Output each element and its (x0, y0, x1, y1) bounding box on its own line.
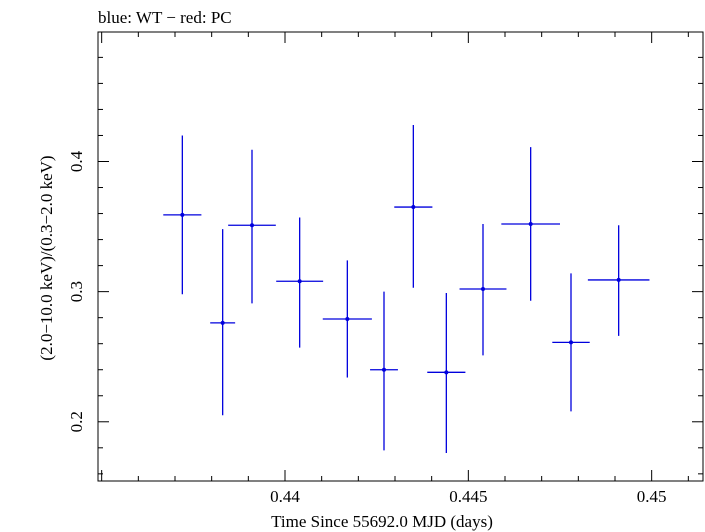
data-marker (250, 223, 254, 228)
plot-frame (97, 31, 704, 482)
data-point (276, 217, 324, 348)
data-marker (481, 287, 485, 292)
data-point (210, 229, 236, 416)
x-tick-label: 0.44 (270, 487, 300, 506)
x-tick-label: 0.45 (637, 487, 667, 506)
data-point (459, 223, 507, 356)
x-axis-label: Time Since 55692.0 MJD (days) (271, 512, 493, 531)
data-marker (345, 316, 350, 321)
chart-title: blue: WT − red: PC (98, 8, 232, 27)
data-point (394, 125, 433, 288)
axes: 0.44 0.445 0.45 0.2 0.3 0.4 (67, 31, 704, 506)
data-marker (180, 212, 185, 217)
y-tick-label: 0.2 (67, 411, 86, 432)
data-point (427, 292, 466, 454)
data-point (370, 291, 398, 451)
data-marker (569, 340, 573, 345)
data-marker (382, 367, 386, 372)
data-point (228, 149, 276, 304)
data-point (163, 135, 202, 295)
data-points (163, 125, 650, 454)
y-tick-label: 0.4 (67, 150, 86, 172)
data-point (501, 147, 560, 301)
y-axis-label: (2.0−10.0 keV)/(0.3−2.0 keV) (37, 155, 56, 360)
data-point (552, 273, 590, 412)
data-point (322, 260, 372, 378)
data-marker (444, 370, 449, 375)
x-tick-label: 0.445 (449, 487, 487, 506)
data-marker (411, 205, 416, 210)
data-marker (297, 279, 302, 284)
y-tick-label: 0.3 (67, 281, 86, 302)
data-marker (616, 277, 621, 282)
data-marker (528, 221, 533, 226)
data-marker (220, 320, 225, 325)
data-point (587, 225, 650, 336)
